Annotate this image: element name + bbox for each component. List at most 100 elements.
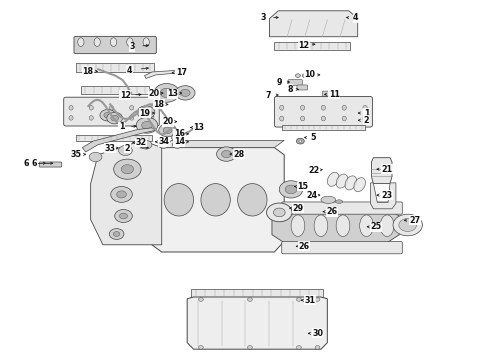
FancyBboxPatch shape bbox=[76, 63, 154, 72]
Circle shape bbox=[296, 346, 301, 349]
Polygon shape bbox=[371, 158, 392, 184]
Ellipse shape bbox=[94, 38, 100, 46]
Ellipse shape bbox=[335, 200, 343, 203]
Text: 13: 13 bbox=[194, 123, 204, 132]
Text: 20: 20 bbox=[162, 117, 173, 126]
Circle shape bbox=[273, 208, 285, 217]
Polygon shape bbox=[82, 128, 156, 152]
Ellipse shape bbox=[110, 38, 117, 46]
FancyBboxPatch shape bbox=[191, 289, 323, 297]
Text: 21: 21 bbox=[382, 165, 392, 174]
Circle shape bbox=[180, 89, 190, 96]
Circle shape bbox=[221, 150, 231, 158]
Text: 7: 7 bbox=[266, 91, 271, 100]
Text: 35: 35 bbox=[71, 150, 82, 159]
Ellipse shape bbox=[143, 38, 149, 46]
Text: 32: 32 bbox=[136, 138, 147, 147]
Circle shape bbox=[247, 346, 252, 349]
Polygon shape bbox=[270, 11, 358, 37]
Text: 26: 26 bbox=[327, 207, 338, 216]
Circle shape bbox=[117, 191, 126, 198]
Circle shape bbox=[198, 346, 203, 349]
Circle shape bbox=[295, 74, 300, 77]
Text: 26: 26 bbox=[298, 242, 309, 251]
Circle shape bbox=[172, 141, 182, 148]
Ellipse shape bbox=[280, 105, 284, 110]
Text: 19: 19 bbox=[140, 109, 150, 117]
Text: 30: 30 bbox=[312, 329, 323, 338]
Ellipse shape bbox=[109, 105, 114, 110]
Text: 27: 27 bbox=[409, 216, 420, 225]
FancyBboxPatch shape bbox=[274, 42, 350, 50]
Circle shape bbox=[89, 152, 102, 162]
FancyBboxPatch shape bbox=[39, 162, 62, 167]
Circle shape bbox=[296, 298, 301, 301]
Circle shape bbox=[107, 112, 122, 124]
Ellipse shape bbox=[69, 116, 73, 120]
Circle shape bbox=[315, 298, 320, 301]
Text: 18: 18 bbox=[153, 100, 164, 109]
Text: 17: 17 bbox=[176, 68, 187, 77]
Ellipse shape bbox=[327, 172, 339, 186]
Ellipse shape bbox=[342, 116, 346, 121]
Ellipse shape bbox=[321, 196, 336, 203]
Text: 9: 9 bbox=[276, 77, 282, 86]
Polygon shape bbox=[272, 209, 399, 243]
FancyBboxPatch shape bbox=[274, 96, 372, 127]
Text: 1: 1 bbox=[364, 109, 369, 117]
Polygon shape bbox=[187, 297, 327, 349]
Text: 18: 18 bbox=[83, 67, 94, 76]
Text: 1: 1 bbox=[119, 122, 124, 131]
Circle shape bbox=[114, 159, 141, 179]
Circle shape bbox=[279, 181, 303, 198]
Ellipse shape bbox=[363, 105, 367, 110]
Ellipse shape bbox=[130, 105, 134, 110]
Ellipse shape bbox=[336, 215, 350, 237]
Text: 28: 28 bbox=[234, 150, 245, 158]
FancyBboxPatch shape bbox=[322, 91, 339, 96]
Text: 23: 23 bbox=[382, 191, 392, 199]
Circle shape bbox=[309, 74, 314, 77]
FancyBboxPatch shape bbox=[288, 80, 302, 85]
FancyBboxPatch shape bbox=[282, 242, 402, 254]
Ellipse shape bbox=[360, 215, 373, 237]
Text: 12: 12 bbox=[120, 91, 131, 100]
Circle shape bbox=[154, 84, 179, 102]
Text: 6: 6 bbox=[31, 159, 37, 168]
Ellipse shape bbox=[342, 105, 346, 110]
Circle shape bbox=[160, 88, 173, 98]
Circle shape bbox=[100, 109, 116, 121]
Text: 2: 2 bbox=[364, 116, 369, 125]
Ellipse shape bbox=[363, 116, 367, 121]
FancyBboxPatch shape bbox=[76, 135, 152, 141]
Circle shape bbox=[137, 106, 155, 119]
Circle shape bbox=[399, 219, 416, 231]
Text: 15: 15 bbox=[297, 182, 308, 191]
Ellipse shape bbox=[314, 215, 328, 237]
Ellipse shape bbox=[78, 38, 84, 46]
Circle shape bbox=[121, 165, 134, 174]
Ellipse shape bbox=[354, 177, 366, 192]
Circle shape bbox=[172, 133, 183, 142]
Ellipse shape bbox=[127, 38, 133, 46]
Circle shape bbox=[111, 186, 132, 202]
Text: 25: 25 bbox=[371, 222, 382, 231]
Ellipse shape bbox=[89, 105, 93, 110]
Text: 10: 10 bbox=[304, 71, 315, 79]
Text: 2: 2 bbox=[124, 144, 130, 153]
Circle shape bbox=[299, 140, 302, 142]
FancyBboxPatch shape bbox=[81, 86, 149, 94]
Ellipse shape bbox=[89, 116, 93, 120]
Circle shape bbox=[120, 213, 127, 219]
Circle shape bbox=[296, 138, 304, 144]
Circle shape bbox=[198, 298, 203, 301]
Polygon shape bbox=[152, 148, 284, 252]
Circle shape bbox=[302, 74, 307, 77]
Circle shape bbox=[113, 231, 120, 237]
Ellipse shape bbox=[321, 116, 325, 121]
Ellipse shape bbox=[380, 215, 394, 237]
Circle shape bbox=[159, 124, 176, 137]
Ellipse shape bbox=[201, 184, 230, 216]
Text: 20: 20 bbox=[148, 89, 159, 98]
Ellipse shape bbox=[336, 174, 348, 188]
